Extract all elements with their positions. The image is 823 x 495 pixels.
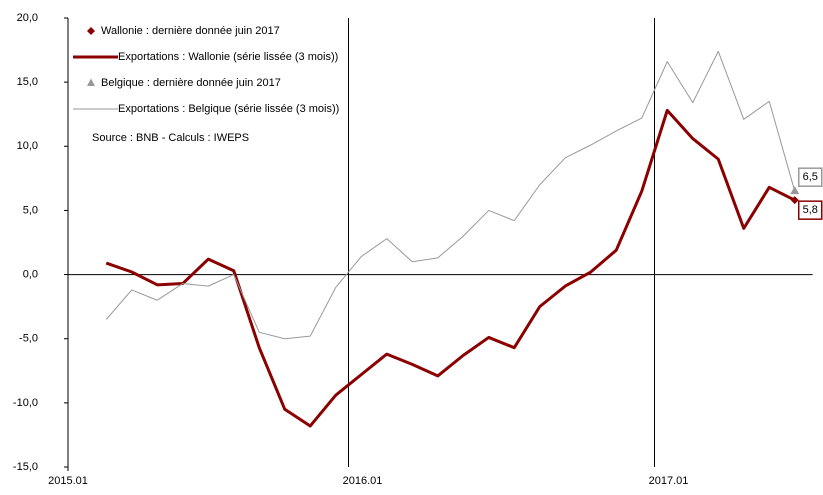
value-label-box	[798, 167, 823, 187]
series-marker	[790, 196, 799, 205]
y-tick-label: -10,0	[13, 397, 38, 409]
y-tick-label: 0,0	[23, 268, 38, 280]
series-line	[105, 108, 796, 428]
y-tick-label: 20,0	[17, 12, 38, 24]
series-line	[105, 50, 796, 340]
legend-label: Exportations : Wallonie (série lissée (3…	[118, 51, 338, 63]
y-tick-label: 10,0	[17, 140, 38, 152]
legend-label: Wallonie : dernière donnée juin 2017	[101, 25, 280, 37]
x-tick-label: 2017.01	[649, 475, 689, 487]
value-label-box	[798, 200, 823, 220]
annotation: Source : BNB - Calculs : IWEPS	[92, 132, 249, 144]
value-label: 6,5	[803, 171, 818, 183]
y-tick-label: -15,0	[13, 461, 38, 473]
value-label: 5,8	[803, 204, 818, 216]
x-tick-label: 2015.01	[48, 475, 88, 487]
legend-label: Belgique : dernière donnée juin 2017	[101, 77, 281, 89]
y-tick-label: 15,0	[17, 76, 38, 88]
y-tick-label: 5,0	[23, 204, 38, 216]
series-marker	[790, 186, 800, 195]
legend-swatch	[87, 27, 95, 35]
legend-swatch	[87, 78, 95, 86]
x-tick-label: 2016.01	[343, 475, 383, 487]
y-tick-label: -5,0	[19, 333, 38, 345]
legend-label: Exportations : Belgique (série lissée (3…	[118, 103, 339, 115]
